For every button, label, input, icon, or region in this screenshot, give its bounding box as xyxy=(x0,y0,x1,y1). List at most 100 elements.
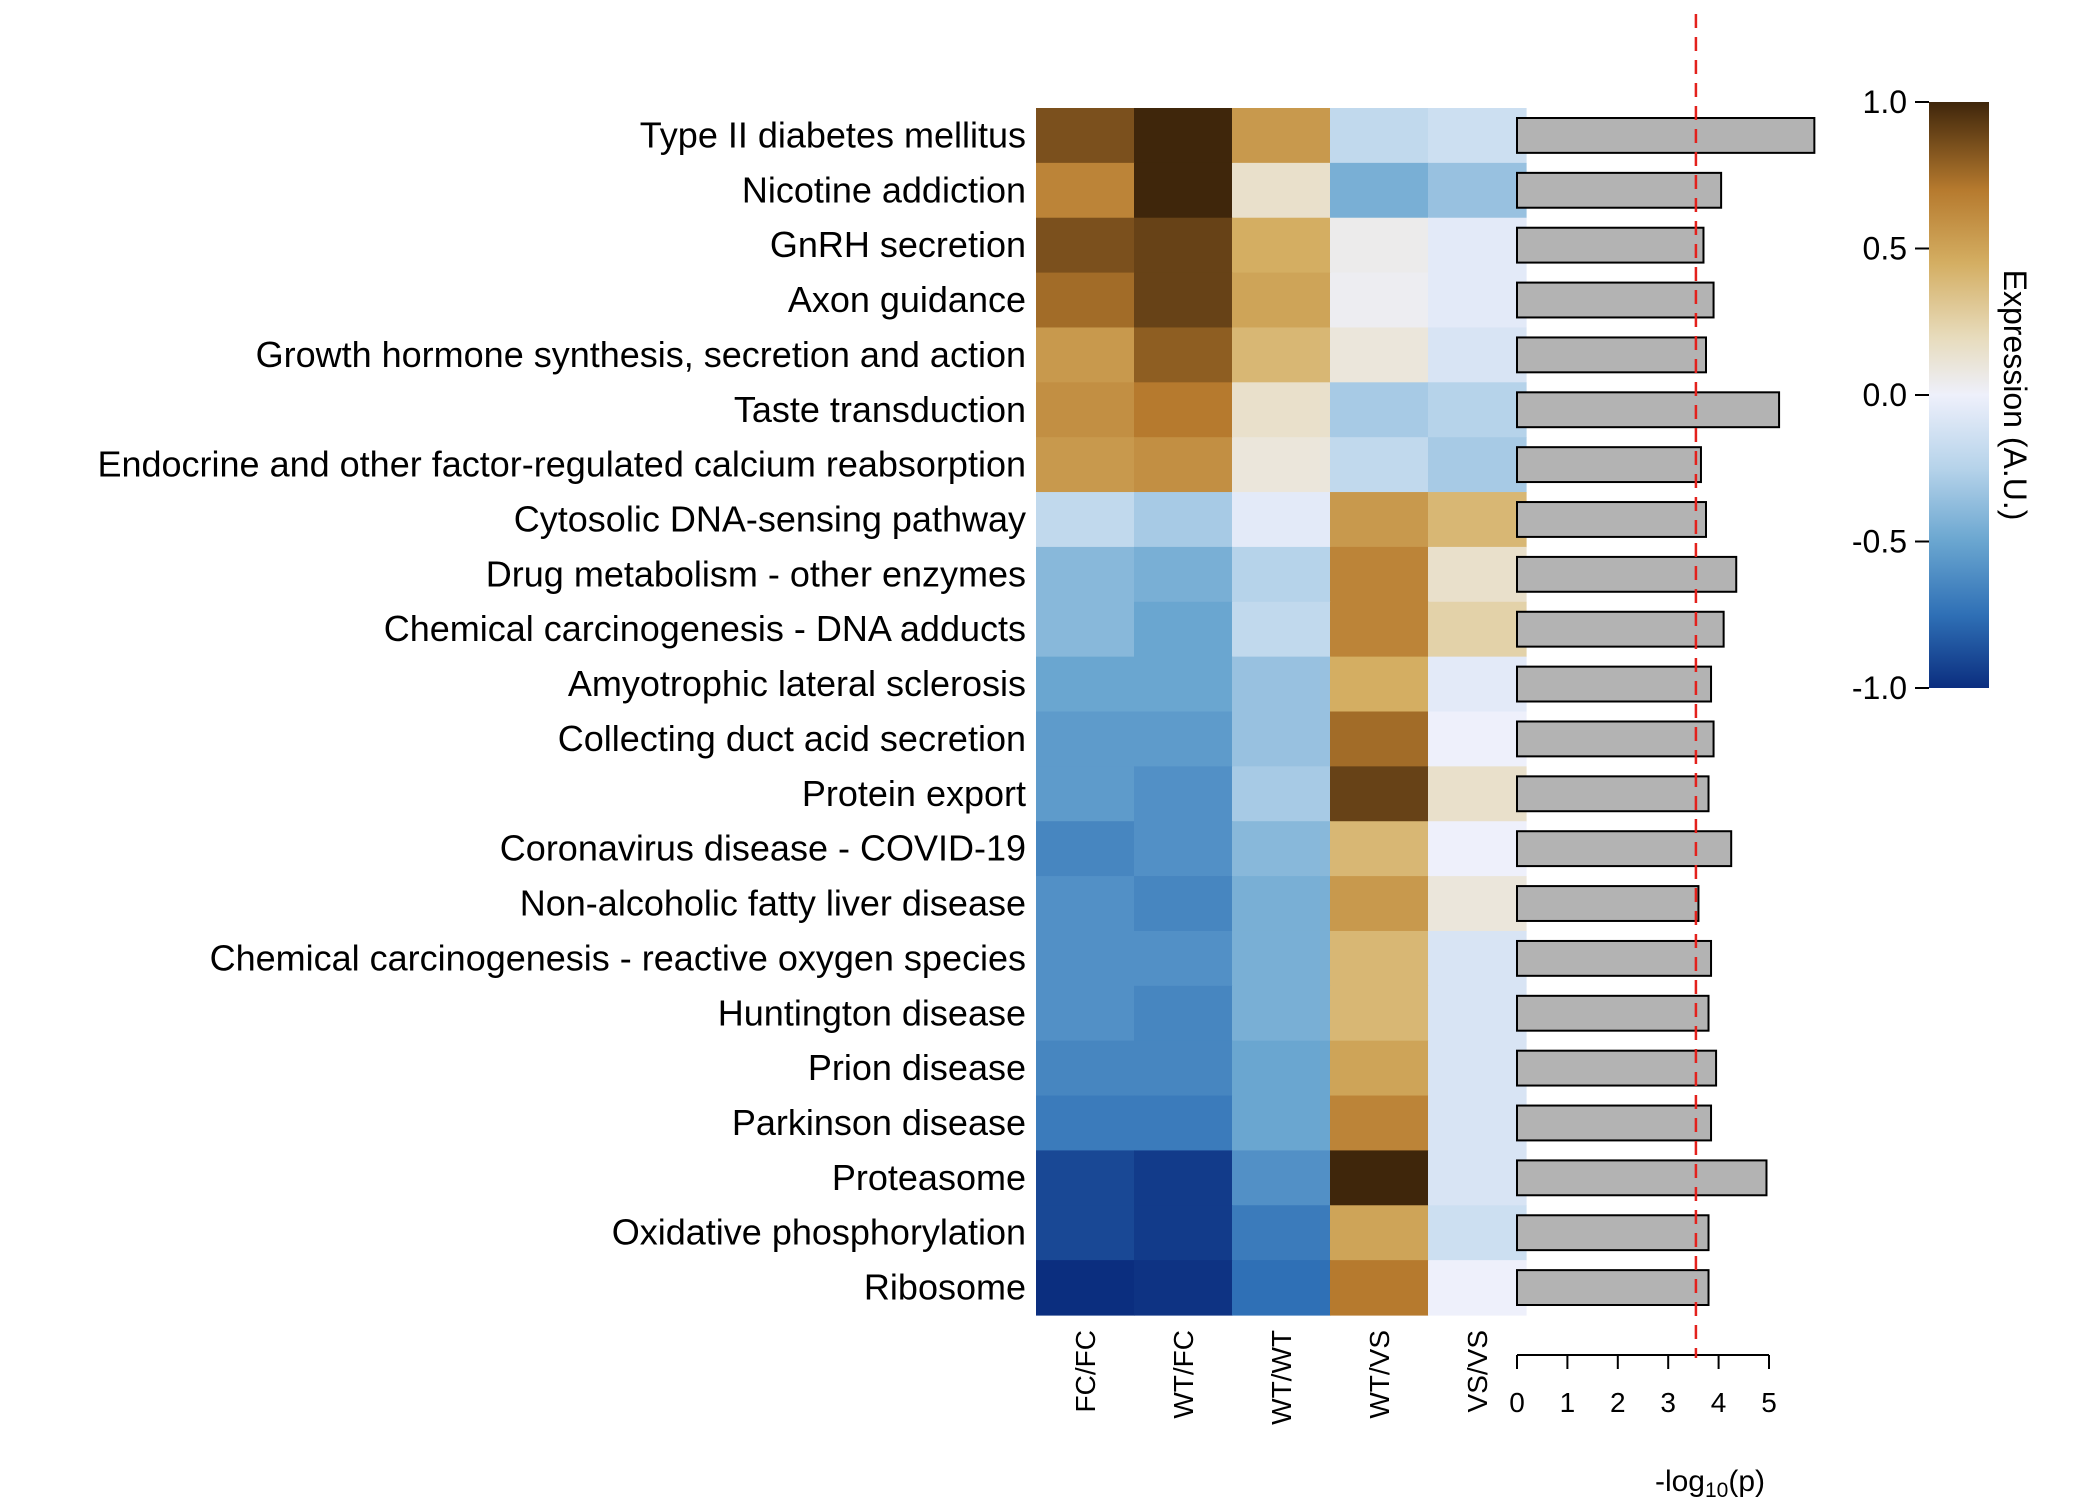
heatmap-cell xyxy=(1428,162,1527,219)
color-legend-tick-label: 0.5 xyxy=(1863,231,1907,267)
heatmap-cell xyxy=(1428,327,1527,383)
pvalue-axis-tick-label: 5 xyxy=(1761,1387,1777,1418)
pathway-label: Drug metabolism - other enzymes xyxy=(486,553,1026,594)
heatmap-cell xyxy=(1330,1150,1429,1206)
heatmap-cell xyxy=(1232,108,1331,164)
heatmap-cell xyxy=(1036,985,1135,1042)
heatmap-cell xyxy=(1134,656,1233,713)
pvalue-bar xyxy=(1516,1214,1710,1252)
heatmap-cell xyxy=(1428,711,1527,767)
heatmap-cell xyxy=(1232,217,1331,274)
color-legend-gradient xyxy=(1929,102,1989,688)
color-legend: 1.0 0.5 0.0 -0.5 -1.0 Expression (A.U.) xyxy=(1852,84,2033,706)
heatmap-cell xyxy=(1134,1150,1233,1206)
pathway-label: Growth hormone synthesis, secretion and … xyxy=(256,334,1026,375)
pathway-labels: Type II diabetes mellitus Nicotine addict… xyxy=(97,114,1026,1307)
heatmap-cell xyxy=(1232,1205,1331,1261)
pvalue-bar xyxy=(1516,775,1710,813)
heatmap-cell xyxy=(1330,217,1429,274)
heatmap-cell xyxy=(1134,821,1233,877)
heatmap-cell xyxy=(1036,162,1135,219)
heatmap-cell xyxy=(1330,711,1429,767)
heatmap-cell xyxy=(1330,1095,1429,1152)
pvalue-bars xyxy=(1516,117,1816,1306)
heatmap-cell xyxy=(1036,492,1135,548)
heatmap-cell xyxy=(1036,108,1135,164)
heatmap-cell xyxy=(1232,162,1331,219)
color-legend-title: Expression (A.U.) xyxy=(1997,270,2033,521)
heatmap-cell xyxy=(1232,1150,1331,1206)
heatmap-cell xyxy=(1134,1205,1233,1261)
heatmap-cell xyxy=(1330,930,1429,987)
heatmap-cell xyxy=(1232,930,1331,987)
pathway-label: Chemical carcinogenesis - DNA adducts xyxy=(384,608,1026,649)
pathway-label: Taste transduction xyxy=(734,389,1026,430)
pvalue-bar xyxy=(1516,1159,1768,1197)
pvalue-bar xyxy=(1516,994,1710,1032)
heatmap-cell xyxy=(1330,1260,1429,1316)
heatmap-cell xyxy=(1428,766,1527,822)
heatmap-cell xyxy=(1134,766,1233,822)
pathway-label: Amyotrophic lateral sclerosis xyxy=(568,663,1026,704)
pvalue-bar xyxy=(1516,501,1707,538)
heatmap-cell xyxy=(1036,1095,1135,1152)
heatmap-cell xyxy=(1036,272,1135,329)
pvalue-bar xyxy=(1516,446,1702,484)
heatmap-cell xyxy=(1036,766,1135,822)
pathway-label: Ribosome xyxy=(864,1267,1026,1308)
heatmap-cell xyxy=(1330,766,1429,822)
genotype-label: WT/WT xyxy=(1266,1330,1297,1425)
pathway-label: Endocrine and other factor-regulated cal… xyxy=(97,444,1026,485)
pvalue-bar xyxy=(1516,171,1723,209)
pvalue-axis-tick-label: 1 xyxy=(1560,1387,1576,1418)
heatmap-cell xyxy=(1134,162,1233,219)
pathway-label: Type II diabetes mellitus xyxy=(640,114,1026,155)
heatmap-cell xyxy=(1036,1040,1135,1097)
heatmap-cell xyxy=(1232,382,1331,438)
pathway-label: Collecting duct acid secretion xyxy=(558,718,1026,759)
heatmap-cell xyxy=(1330,492,1429,548)
heatmap-cell xyxy=(1330,656,1429,713)
heatmap-cell xyxy=(1330,382,1429,438)
genotype-label: FC/FC xyxy=(1070,1330,1101,1412)
pathway-label: Parkinson disease xyxy=(732,1102,1026,1143)
pathway-label: Coronavirus disease - COVID-19 xyxy=(500,828,1026,869)
heatmap-cell xyxy=(1232,1095,1331,1152)
pvalue-bar xyxy=(1516,281,1715,319)
heatmap-cell xyxy=(1036,217,1135,274)
heatmap-cell xyxy=(1428,492,1527,548)
color-legend-tick-label: -0.5 xyxy=(1852,524,1907,560)
heatmap-cell xyxy=(1428,876,1527,932)
heatmap-cell xyxy=(1134,272,1233,329)
pathway-label: Proteasome xyxy=(832,1157,1026,1198)
heatmap-cell xyxy=(1428,930,1527,987)
heatmap-cell xyxy=(1232,821,1331,877)
heatmap-cell xyxy=(1428,601,1527,658)
heatmap-cell xyxy=(1134,711,1233,767)
genotype-label: VS/VS xyxy=(1462,1330,1493,1412)
heatmap-cell xyxy=(1036,546,1135,603)
pathway-label: GnRH secretion xyxy=(770,224,1026,265)
genotype-label: WT/FC xyxy=(1168,1330,1199,1419)
pathway-label: Prion disease xyxy=(808,1047,1026,1088)
heatmap-cell xyxy=(1134,108,1233,164)
heatmap-cell xyxy=(1428,108,1527,164)
heatmap-cell xyxy=(1330,108,1429,164)
pvalue-bar xyxy=(1516,391,1781,429)
pvalue-bar xyxy=(1516,610,1725,648)
pvalue-bar xyxy=(1516,720,1715,758)
heatmap-cell xyxy=(1232,766,1331,822)
heatmap-cell xyxy=(1428,382,1527,438)
heatmap-cell xyxy=(1134,1260,1233,1316)
heatmap-cell xyxy=(1232,985,1331,1042)
heatmap-cell xyxy=(1428,656,1527,713)
heatmap-cell xyxy=(1330,876,1429,932)
heatmap-cell xyxy=(1232,711,1331,767)
genotype-labels: FC/FC WT/FC WT/WT WT/VS VS/VS xyxy=(1070,1330,1493,1425)
pvalue-axis: -log10(p) 0 1 2 3 4 5 xyxy=(1509,1354,1777,1500)
pathway-label: Cytosolic DNA-sensing pathway xyxy=(514,498,1026,539)
heatmap-cell xyxy=(1134,985,1233,1042)
heatmap-cell xyxy=(1428,985,1527,1042)
pathway-label: Huntington disease xyxy=(718,992,1026,1033)
